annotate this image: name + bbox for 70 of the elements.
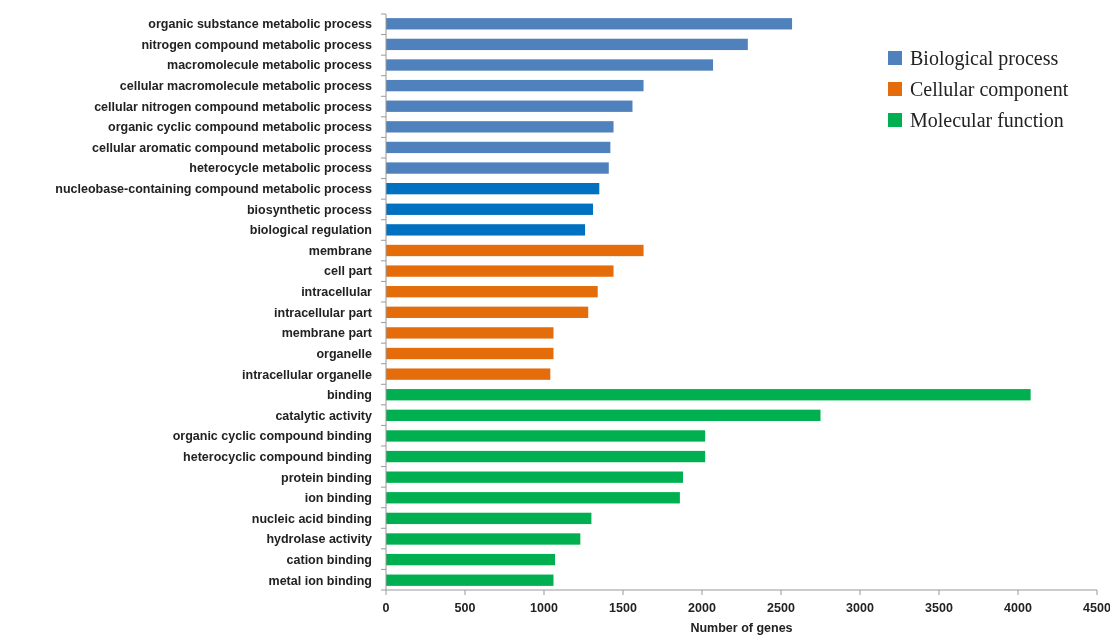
bar [386, 512, 592, 525]
y-tick-label: cellular aromatic compound metabolic process [92, 140, 373, 155]
bar [386, 389, 1031, 401]
y-tick-label: intracellular organelle [242, 367, 373, 382]
x-tick-label: 2000 [688, 601, 716, 615]
bar [386, 368, 551, 380]
bar [386, 450, 706, 463]
legend-label: Biological process [910, 47, 1059, 70]
x-tick-label: 0 [382, 601, 390, 615]
bar [386, 121, 614, 133]
y-tick-label: heterocyclic compound binding [183, 449, 372, 464]
x-tick-label: 1000 [530, 601, 558, 615]
bar [386, 38, 748, 51]
x-tick-label: 500 [454, 601, 476, 615]
y-tick-label: organic cyclic compound metabolic process [108, 120, 373, 135]
y-tick-label: cellular nitrogen compound metabolic process [94, 99, 373, 114]
y-tick-label: cellular macromolecule metabolic process [119, 78, 373, 93]
bar [386, 327, 554, 339]
bar [386, 347, 554, 360]
bar [386, 286, 598, 298]
bar [386, 574, 554, 586]
x-axis-title: Number of genes [690, 621, 793, 635]
y-tick-label: nitrogen compound metabolic process [141, 37, 373, 52]
y-tick-label: membrane [308, 243, 373, 258]
bar [386, 59, 714, 71]
bar [386, 430, 706, 442]
y-tick-label: protein binding [281, 470, 372, 485]
y-tick-label: binding [326, 388, 372, 403]
x-tick-label: 3500 [925, 601, 953, 615]
bar [386, 553, 556, 566]
y-tick-label: hydrolase activity [266, 532, 373, 547]
bar [386, 79, 644, 92]
y-tick-label: cation binding [286, 552, 372, 567]
y-tick-label: organic cyclic compound binding [172, 429, 372, 444]
y-tick-label: nucleic acid binding [251, 511, 372, 526]
bar [386, 18, 793, 30]
x-tick-label: 4500 [1083, 601, 1111, 615]
y-tick-label: nucleobase-containing compound metabolic process [55, 182, 373, 197]
bar [386, 471, 684, 483]
bar [386, 306, 589, 318]
y-tick-label: organelle [316, 346, 373, 361]
y-tick-label: biosynthetic process [246, 202, 373, 217]
bar [386, 162, 609, 174]
y-tick-label: cell part [324, 264, 373, 279]
y-tick-label: intracellular part [274, 305, 373, 320]
y-tick-label: catalytic activity [275, 408, 373, 423]
bar [386, 409, 821, 422]
y-tick-label: organic substance metabolic process [148, 17, 373, 32]
x-tick-label: 3000 [846, 601, 874, 615]
y-tick-label: metal ion binding [268, 573, 372, 588]
bar [386, 203, 593, 215]
legend-label: Cellular component [910, 78, 1069, 101]
bar [386, 244, 644, 257]
bar [386, 533, 581, 545]
y-tick-label: ion binding [304, 491, 372, 506]
bar [386, 492, 680, 504]
bar [386, 224, 586, 236]
bar [386, 265, 614, 277]
y-tick-label: membrane part [281, 326, 373, 341]
y-tick-label: biological regulation [249, 223, 372, 238]
y-tick-label: intracellular [301, 285, 373, 300]
y-tick-label: heterocycle metabolic process [189, 161, 373, 176]
x-tick-label: 2500 [767, 601, 795, 615]
y-tick-label: macromolecule metabolic process [167, 58, 373, 73]
x-tick-label: 1500 [609, 601, 637, 615]
x-tick-label: 4000 [1004, 601, 1032, 615]
bar [386, 100, 633, 112]
legend-label: Molecular function [910, 109, 1064, 131]
bar [386, 141, 611, 154]
bar [386, 182, 600, 195]
